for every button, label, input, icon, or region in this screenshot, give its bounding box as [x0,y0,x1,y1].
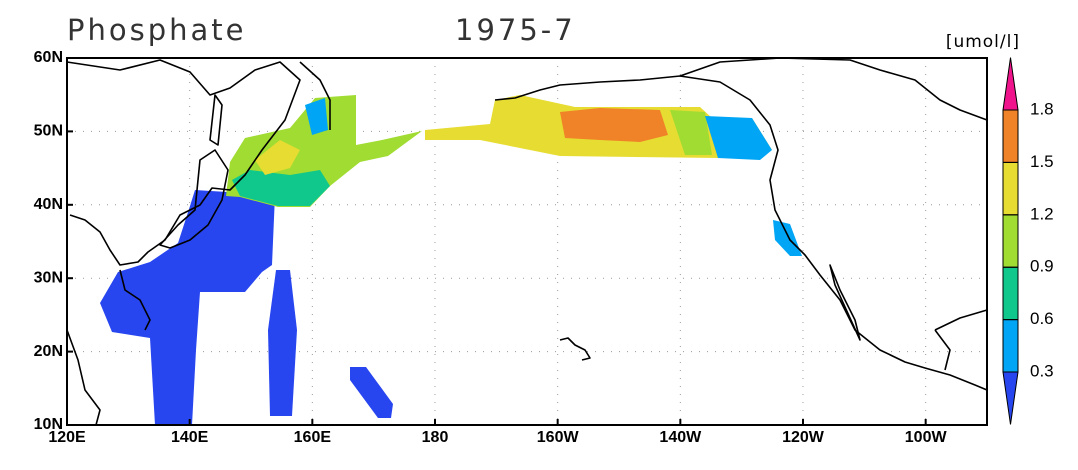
coastline [494,75,988,391]
field-region [232,170,330,206]
axes: 120E 140E 160E 180 160W 140W 120W 100W 10N 20N 30N… [34,49,948,446]
colorbar-end [1002,371,1019,425]
field-region [350,367,393,418]
coastline [559,337,591,361]
y-tick-label: 60N [34,49,63,66]
colorbar-label: 0.3 [1030,361,1054,380]
colorbar-segment [1002,266,1019,321]
colorbar-segment [1002,319,1019,373]
y-tick-label: 30N [34,269,63,286]
colorbar-segment [1002,109,1019,163]
colorbar-segment [1002,161,1019,216]
field-region [255,140,300,175]
coastline [66,329,101,426]
field-region [305,98,328,135]
coastline [119,269,151,331]
colorbar: 0.3 0.6 0.9 1.2 1.5 1.8 [1002,57,1054,425]
colorbar-segment [1002,214,1019,268]
unit-label: [umol/l] [946,32,1020,52]
field [100,95,802,425]
x-tick-label: 120W [782,429,825,446]
colorbar-label: 1.8 [1030,99,1054,118]
coastline [209,94,223,146]
coastline [299,61,331,130]
coastline [66,59,301,266]
colorbar-label: 0.6 [1030,309,1054,328]
field-region [100,190,275,425]
title: Phosphate [67,13,247,47]
x-tick-label: 160W [537,429,580,446]
x-tick-label: 100W [905,429,948,446]
subtitle: 1975-7 [455,13,576,47]
x-tick-label: 140W [659,429,702,446]
field-region [773,220,802,256]
field-region [670,110,712,155]
y-tick-label: 10N [34,416,63,433]
y-tick-label: 50N [34,123,63,140]
colorbar-label: 0.9 [1030,257,1054,276]
coastlines [66,57,988,426]
field-region [705,116,772,160]
field-region [560,108,668,142]
x-tick-label: 140E [171,429,209,446]
coastline [829,264,861,341]
x-tick-label: 160E [294,429,332,446]
colorbar-label: 1.2 [1030,204,1054,223]
x-tick-label: 180 [422,429,449,446]
y-tick-label: 40N [34,196,63,213]
y-tick-label: 20N [34,343,63,360]
coastline [679,57,988,121]
x-tick-label: 120E [48,429,86,446]
colorbar-label: 1.5 [1030,152,1054,171]
field-region [268,270,297,416]
coastline [159,149,229,249]
colorbar-end [1002,57,1019,111]
map-frame [66,57,988,426]
coastline [934,309,988,371]
